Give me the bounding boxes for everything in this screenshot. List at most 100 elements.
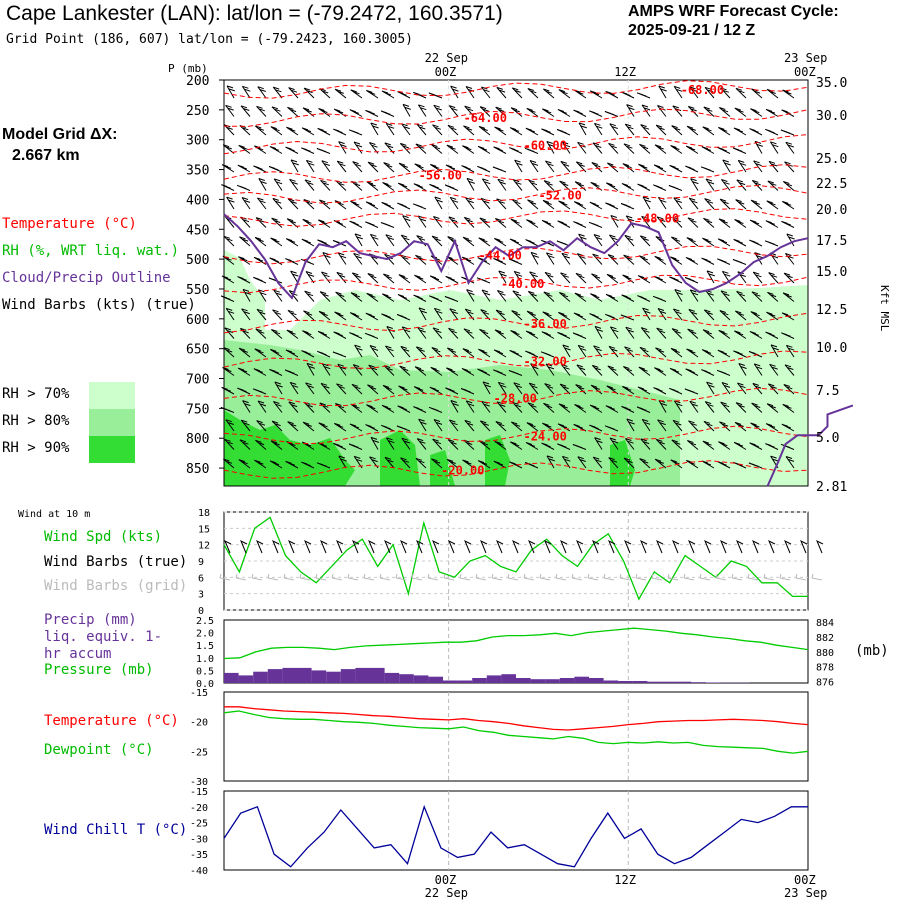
model-grid-value: 2.667 km bbox=[12, 147, 80, 164]
wind10m-grid-barb bbox=[795, 573, 807, 581]
wind-barb bbox=[287, 106, 299, 117]
wind-barb bbox=[352, 161, 363, 173]
wind-barb bbox=[446, 144, 459, 154]
pressure-label-450: 450 bbox=[186, 223, 209, 238]
wind-barb bbox=[318, 219, 331, 228]
wind-barb bbox=[450, 85, 459, 99]
wind-barb bbox=[655, 124, 667, 136]
wind-barb bbox=[593, 234, 603, 247]
wind10m-barb bbox=[464, 539, 472, 554]
wind-barb bbox=[686, 348, 699, 358]
wind-barb bbox=[652, 295, 667, 302]
wind-barb bbox=[255, 217, 267, 228]
wind-barb bbox=[732, 259, 747, 265]
wind-barb bbox=[269, 368, 283, 376]
wind-barb bbox=[384, 456, 395, 469]
wind-barb bbox=[429, 275, 443, 284]
wind-barb bbox=[562, 344, 571, 358]
rh80-label: RH > 80% bbox=[2, 413, 70, 429]
wind-barb bbox=[768, 272, 779, 284]
wind-barb bbox=[525, 442, 539, 450]
wind-barb bbox=[220, 295, 235, 302]
wind-barb bbox=[317, 330, 331, 339]
wind-barb bbox=[701, 146, 715, 154]
wind-barb bbox=[316, 462, 331, 469]
wind10m-ytick: 6 bbox=[198, 573, 204, 584]
wind-barb bbox=[588, 110, 603, 117]
wind10m-barb bbox=[384, 539, 392, 554]
pressure-label-800: 800 bbox=[186, 432, 209, 447]
wind-barb bbox=[703, 420, 715, 432]
temperature-contour-label: -32.00 bbox=[523, 355, 566, 369]
wind10m-barb bbox=[576, 539, 584, 554]
wind-barb bbox=[242, 400, 251, 413]
wind-barb bbox=[481, 178, 491, 191]
wind-barb bbox=[780, 129, 795, 136]
wind-barb bbox=[497, 381, 507, 395]
wind-barb bbox=[558, 403, 571, 413]
temperature-ytick: -30 bbox=[190, 777, 208, 788]
wind-barb bbox=[270, 237, 283, 247]
wind-barb bbox=[781, 109, 795, 117]
wind-barb bbox=[718, 329, 731, 339]
wind-barb bbox=[577, 141, 587, 154]
wind-barb bbox=[543, 180, 555, 191]
wind-barb bbox=[258, 178, 267, 191]
wind-barb bbox=[495, 106, 507, 117]
wind-barb bbox=[302, 330, 315, 339]
wind-barb bbox=[689, 289, 699, 302]
wind-barb bbox=[463, 125, 475, 136]
wind-barb bbox=[669, 276, 683, 284]
wind-barb bbox=[511, 87, 523, 99]
wind-barb bbox=[606, 273, 619, 284]
wind-barb bbox=[466, 177, 475, 191]
wind-barb bbox=[673, 197, 683, 210]
wind-barb bbox=[300, 147, 315, 154]
wind-barb bbox=[591, 273, 603, 284]
legend-temperature: Temperature (°C) bbox=[2, 216, 137, 232]
wind-barb bbox=[721, 179, 731, 191]
wind-barb bbox=[657, 196, 667, 210]
wind-barb bbox=[542, 311, 555, 321]
wind-barb bbox=[591, 162, 603, 173]
wind-barb bbox=[718, 126, 731, 136]
wind-barb bbox=[557, 423, 571, 432]
height-label: 5.0 bbox=[816, 431, 839, 446]
wind-barb bbox=[236, 184, 251, 191]
rh80-swatch bbox=[89, 409, 135, 436]
windchill-panel-frame bbox=[223, 790, 809, 871]
wind-barb bbox=[428, 295, 443, 302]
wind-barb bbox=[238, 144, 251, 154]
wind-barb bbox=[464, 105, 475, 117]
temperature-contour bbox=[223, 274, 809, 294]
wind-barb bbox=[638, 163, 651, 173]
wind-barb bbox=[252, 276, 267, 284]
wind-barb bbox=[333, 331, 347, 339]
wind-barb bbox=[353, 141, 363, 154]
pressure-ytick: 876 bbox=[816, 678, 834, 689]
precip-bar bbox=[224, 672, 239, 683]
wind-barb bbox=[497, 178, 507, 191]
wind-barb bbox=[733, 127, 747, 136]
wind10m-grid-barb bbox=[539, 573, 551, 581]
wind-barb bbox=[625, 438, 635, 450]
wind-barb bbox=[449, 419, 459, 432]
wind-barb bbox=[701, 257, 715, 265]
height-label: 22.5 bbox=[816, 177, 847, 192]
wind10m-barb bbox=[512, 539, 520, 554]
wind-barb bbox=[460, 388, 475, 395]
wind-barb bbox=[349, 220, 363, 228]
wind-barb bbox=[303, 87, 315, 99]
wind-barb bbox=[301, 461, 315, 469]
wind-barb bbox=[479, 328, 491, 339]
wind-barb bbox=[463, 328, 475, 339]
wind-barb bbox=[509, 238, 523, 247]
wind-barb bbox=[542, 88, 555, 99]
cross-section-panel bbox=[219, 79, 854, 487]
wind-barb bbox=[493, 257, 507, 265]
wind-barb bbox=[541, 331, 555, 339]
model-grid-label: Model Grid ΔX: bbox=[2, 126, 118, 143]
wind-barb bbox=[496, 86, 507, 99]
wind-barb bbox=[397, 405, 411, 413]
wind-barb bbox=[720, 87, 731, 99]
